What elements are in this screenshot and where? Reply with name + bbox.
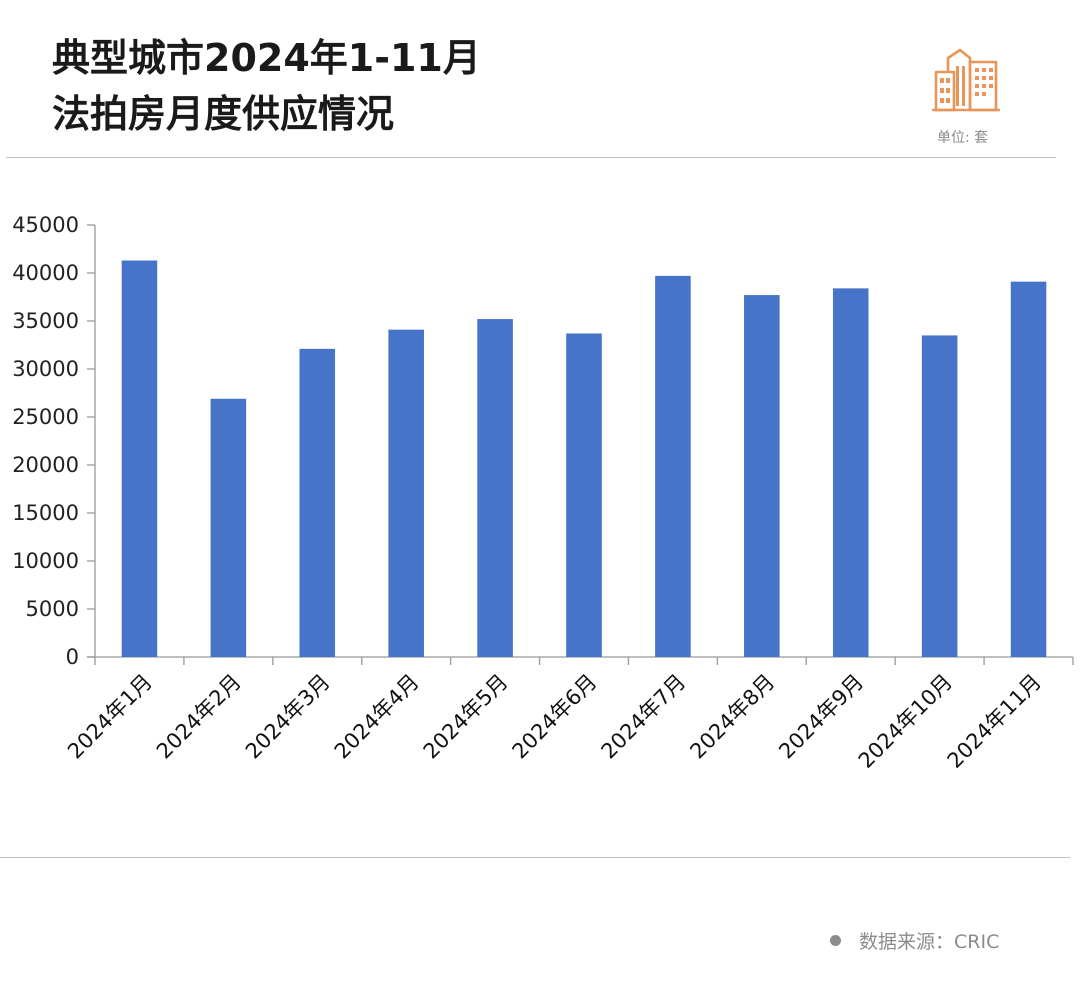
bar [921, 335, 958, 657]
x-category-label: 2024年2月 [152, 670, 246, 764]
city-buildings-icon [932, 48, 1000, 112]
bar [832, 288, 869, 657]
source-note: 数据来源：CRIC [830, 927, 999, 954]
header-divider [6, 157, 1056, 158]
x-category-label: 2024年5月 [419, 670, 513, 764]
bullet-dot-icon [830, 935, 841, 946]
unit-label: 单位: 套 [937, 130, 989, 146]
x-category-label: 2024年9月 [774, 670, 868, 764]
y-tick-label: 15000 [12, 501, 79, 525]
bar [477, 319, 513, 657]
bar [566, 333, 602, 657]
y-tick-label: 45000 [12, 213, 79, 237]
bar [299, 348, 336, 657]
bar [210, 398, 247, 657]
y-tick-label: 25000 [12, 405, 79, 429]
x-category-label: 2024年8月 [685, 670, 779, 764]
title-line-2: 法拍房月度供应情况 [52, 92, 395, 136]
bar [388, 329, 424, 657]
bar [744, 295, 780, 657]
bar [1010, 281, 1047, 657]
x-category-label: 2024年1月 [63, 670, 157, 764]
x-category-label: 2024年4月 [330, 670, 424, 764]
bar-chart: 0 5000 10000 15000 20000 25000 30000 35000 40000… [12, 213, 1074, 773]
x-category-label: 2024年6月 [508, 670, 602, 764]
y-tick-label: 30000 [12, 357, 79, 381]
y-tick-label: 10000 [12, 549, 79, 573]
x-category-label: 2024年10月 [854, 670, 957, 773]
x-category-label: 2024年7月 [597, 670, 691, 764]
bar [655, 275, 691, 657]
chart-title: 典型城市2024年1-11月 法拍房月度供应情况 [52, 30, 481, 142]
bar [121, 260, 158, 657]
y-tick-label: 20000 [12, 453, 79, 477]
source-text: 数据来源：CRIC [859, 931, 1000, 953]
y-tick-label: 35000 [12, 309, 79, 333]
x-category-label: 2024年3月 [241, 670, 335, 764]
footer-divider [0, 857, 1070, 858]
x-category-label: 2024年11月 [943, 670, 1046, 773]
y-tick-label: 40000 [12, 261, 79, 285]
y-tick-label: 0 [66, 645, 79, 669]
title-line-1: 典型城市2024年1-11月 [52, 36, 481, 80]
y-tick-label: 5000 [26, 597, 79, 621]
